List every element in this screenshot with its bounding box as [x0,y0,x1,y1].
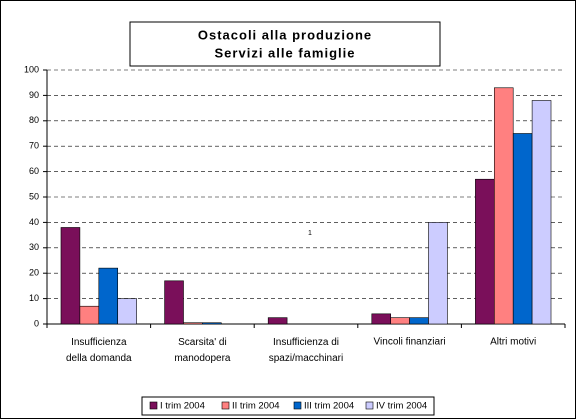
bar [267,317,288,325]
legend-box [141,396,435,416]
y-tick-label: 40 [29,217,39,227]
bar [371,313,391,325]
y-tick-label: 20 [29,268,39,278]
title-box [129,21,441,67]
bar [475,178,495,325]
bar [164,280,184,325]
x-tick-label: Insufficienza di spazi/macchinari [269,337,343,364]
y-tick-label: 90 [29,90,39,100]
legend-label: IV trim 2004 [376,401,427,412]
bar [512,133,533,325]
chart-title: Ostacoli alla produzione [198,27,372,42]
bar [202,322,222,325]
y-tick-label: 30 [29,242,39,252]
bar [390,317,410,325]
bar [117,298,137,325]
legend-label: I trim 2004 [160,401,205,412]
chart-subtitle: Servizi alle famiglie [215,45,356,60]
y-tick-label: 50 [29,191,39,201]
bar [60,227,81,325]
legend-swatch [221,401,230,410]
annotation: 1 [308,230,312,237]
bar [531,100,552,325]
x-tick-label: Altri motivi [490,337,536,348]
y-tick-label: 60 [29,166,39,176]
legend-swatch [149,401,158,410]
bar [428,222,448,325]
bar [183,322,203,325]
bar [98,267,119,325]
x-tick-label: Insufficienza della domanda [66,337,132,364]
legend-swatch [293,401,302,410]
y-tick-label: 100 [24,64,39,74]
bar [409,317,429,325]
legend-label: III trim 2004 [304,401,354,412]
bar [79,305,100,325]
y-tick-label: 10 [29,293,39,303]
bar [493,87,514,325]
x-tick-label: Vincoli finanziari [374,337,446,348]
x-tick-label: Scarsita' di manodopera [174,337,231,364]
legend-swatch [365,401,374,410]
y-tick-label: 80 [29,115,39,125]
y-tick-label: 70 [29,141,39,151]
y-tick-label: 0 [34,318,39,328]
legend-label: II trim 2004 [232,401,280,412]
